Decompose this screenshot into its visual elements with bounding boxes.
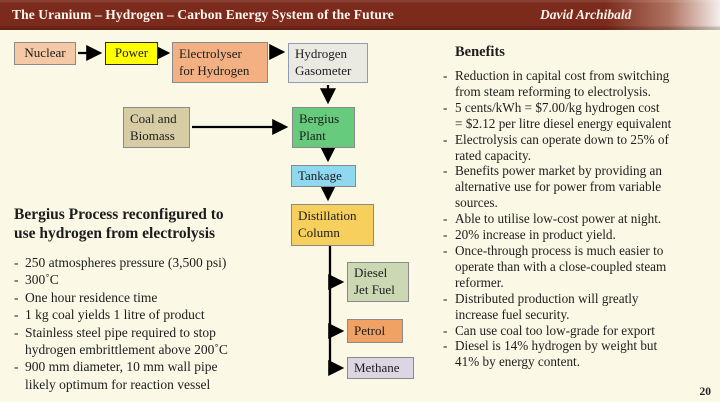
flow-node-hydrogen-gasometer: Hydrogen Gasometer bbox=[288, 43, 368, 83]
list-item: - Able to utilise low-cost power at night… bbox=[443, 211, 662, 227]
list-item: - Benefits power market by providing an a… bbox=[443, 163, 662, 211]
list-item: - Stainless steel pipe required to stop h… bbox=[14, 324, 228, 358]
list-item: - One hour residence time bbox=[14, 289, 158, 305]
list-item: -300˚C bbox=[14, 272, 59, 288]
bergius-process-heading: Bergius Process reconfigured to use hydr… bbox=[14, 206, 224, 242]
list-item: - Can use coal too low-grade for export bbox=[443, 322, 655, 338]
flow-node-distillation-column: Distillation Column bbox=[291, 204, 374, 246]
flow-node-tankage: Tankage bbox=[291, 165, 356, 187]
list-item: - Reduction in capital cost from switchin… bbox=[443, 68, 670, 99]
benefits-heading: Benefits bbox=[455, 44, 505, 60]
benefits-section: Benefits - Reduction in capital cost from… bbox=[442, 44, 716, 370]
flow-node-power: Power bbox=[105, 42, 158, 65]
list-item: - Distributed production will greatly inc… bbox=[443, 290, 639, 322]
list-item: - Diesel is 14% hydrogen by weight but 41… bbox=[443, 338, 658, 370]
author-name: David Archibald bbox=[540, 7, 632, 22]
flow-node-bergius-plant: Bergius Plant bbox=[292, 107, 355, 148]
list-item: -1 kg coal yields 1 litre of product bbox=[14, 307, 205, 323]
flow-node-electrolyser: Electrolyser for Hydrogen bbox=[172, 42, 268, 83]
list-item: - Electrolysis can operate down to 25% of… bbox=[443, 131, 669, 163]
list-item: - Once-through process is much easier to … bbox=[443, 242, 667, 290]
bergius-process-section: Bergius Process reconfigured to use hydr… bbox=[14, 205, 282, 393]
flow-node-methane: Methane bbox=[347, 357, 414, 379]
list-item: -5 cents/kWh = $7.00/kg hydrogen cost = … bbox=[443, 99, 672, 131]
list-item: -20% increase in product yield. bbox=[443, 227, 616, 243]
bergius-process-list: -250 atmospheres pressure (3,500 psi) -3… bbox=[14, 254, 282, 393]
flow-node-nuclear: Nuclear bbox=[14, 42, 76, 65]
slide-title: The Uranium – Hydrogen – Carbon Energy S… bbox=[12, 7, 394, 22]
header-bar: The Uranium – Hydrogen – Carbon Energy S… bbox=[0, 0, 720, 30]
page-number: 20 bbox=[699, 386, 712, 398]
list-item: -250 atmospheres pressure (3,500 psi) bbox=[14, 255, 227, 270]
flow-node-diesel-jet-fuel: Diesel Jet Fuel bbox=[347, 262, 409, 302]
flow-node-coal-biomass: Coal and Biomass bbox=[123, 107, 190, 148]
flow-node-petrol: Petrol bbox=[347, 319, 403, 343]
list-item: -900 mm diameter, 10 mm wall pipe likely… bbox=[14, 359, 218, 392]
